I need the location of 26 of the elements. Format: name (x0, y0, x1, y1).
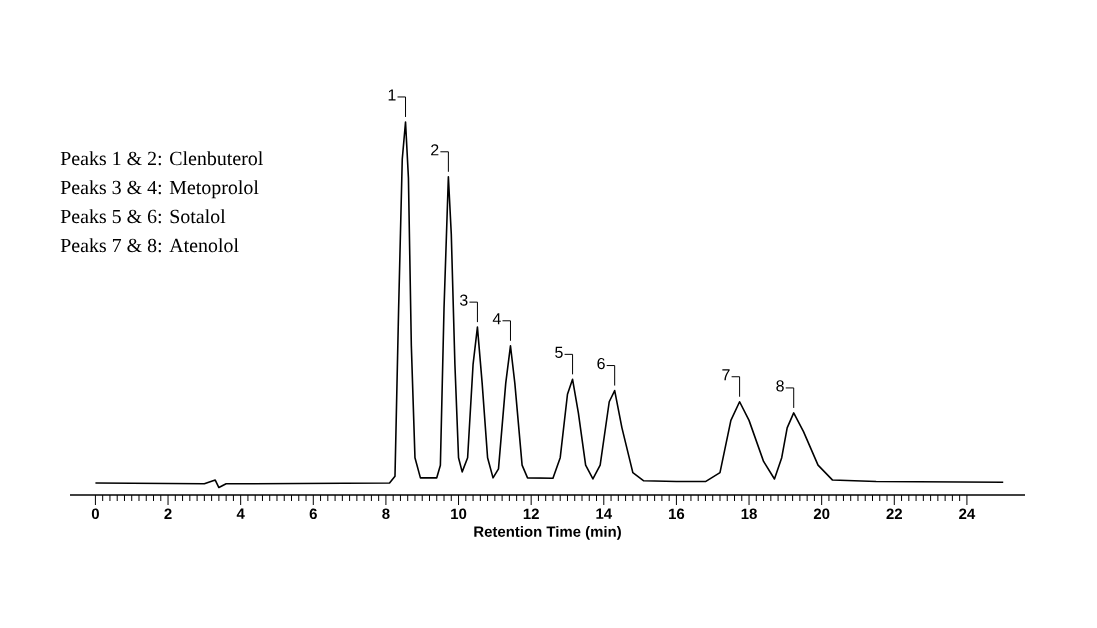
x-tick-label: 16 (669, 508, 685, 520)
annotation: 4 (492, 313, 501, 325)
x-tick-label: 0 (91, 508, 99, 520)
x-tick-label: 20 (813, 508, 830, 520)
x-axis-title: Retention Time (min) (474, 525, 621, 540)
annotation: 6 (597, 357, 605, 370)
annotation: 3 (459, 294, 468, 306)
x-tick-label: 14 (596, 508, 613, 519)
x-tick-label: 24 (959, 508, 976, 519)
annotation: Peaks 5 & 6: Sotalol (60, 209, 226, 224)
annotation: Peaks 3 & 4: Metoprolol (60, 180, 259, 199)
annotation: 5 (555, 346, 563, 358)
x-tick-label: 2 (164, 508, 172, 519)
x-tick-label: 6 (309, 508, 317, 520)
x-tick-label: 10 (451, 508, 467, 520)
annotation: Peaks 7 & 8: Atenolol (60, 238, 239, 253)
annotation: Peaks 1 & 2: Clenbuterol (60, 151, 263, 166)
x-tick-label: 4 (236, 508, 245, 519)
x-tick-label: 8 (382, 508, 390, 520)
annotation: 7 (722, 369, 730, 381)
x-tick-label: 12 (523, 508, 539, 519)
x-tick-label: 18 (741, 508, 757, 520)
annotation: 1 (388, 89, 396, 101)
annotation: 2 (431, 144, 439, 156)
annotation: 8 (776, 380, 784, 392)
x-tick-label: 22 (886, 508, 902, 519)
